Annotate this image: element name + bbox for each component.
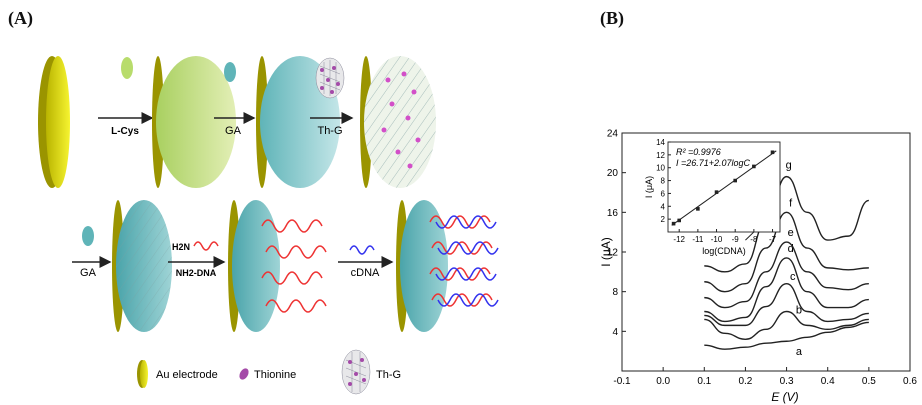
- nh2-dna-step: H2N NH2-DNA: [168, 241, 226, 278]
- inset-data-point: [696, 207, 700, 211]
- series-label-b: b: [796, 304, 802, 316]
- inset-data-point: [714, 190, 719, 194]
- series-curve-e: [704, 241, 869, 309]
- ga-molecule-icon: [224, 62, 236, 82]
- step-label: GA: [225, 125, 242, 137]
- inset-x-tick-label: -7: [769, 235, 777, 244]
- y-tick-label: 20: [607, 168, 619, 179]
- series-curve-g: [704, 175, 870, 273]
- inset-x-tick-label: -9: [732, 235, 740, 244]
- th-g-nanocomposite-icon: [315, 57, 345, 99]
- series-label-a: a: [796, 346, 803, 358]
- x-tick-label: 0.5: [862, 376, 876, 387]
- series-curve-b: [704, 310, 869, 340]
- inset-x-tick-label: -12: [673, 235, 685, 244]
- ga-step: GA: [214, 62, 256, 137]
- inset-r2-annotation: R² =0.9976: [676, 147, 721, 157]
- cdna-step: cDNA: [338, 245, 394, 279]
- series-label-e: e: [788, 227, 794, 239]
- inset-y-axis-label: I (μA): [644, 176, 654, 198]
- th-g-electrode-row2: [112, 200, 172, 332]
- electrode-fabrication-scheme: L-Cys GA Th-G: [38, 56, 499, 395]
- curves: a b c de f g: [704, 160, 870, 358]
- x-tick-label: 0.4: [821, 376, 835, 387]
- bare-au-electrode: [38, 56, 70, 188]
- scheme-legend: Au electrode Thionine Th-G: [137, 349, 401, 395]
- legend-label: Au electrode: [156, 369, 218, 381]
- inset-y-tick-label: 14: [656, 138, 665, 147]
- target-dna-icon: [349, 245, 375, 255]
- series-curve-f: [704, 211, 869, 293]
- legend-th-g: Th-G: [341, 349, 401, 395]
- inset-data-point: [752, 164, 756, 169]
- y-axis-label: I (μA): [599, 237, 613, 267]
- series-label-d: d: [788, 243, 794, 255]
- step-label: Th-G: [317, 125, 342, 137]
- inset-equation-annotation: I =26.71+2.07logC: [676, 158, 751, 168]
- l-cys-molecule-icon: [121, 57, 133, 79]
- inset-data-point: [770, 150, 775, 155]
- hybridized-electrode: [396, 200, 499, 332]
- legend-label: Th-G: [376, 369, 401, 381]
- series-label-g: g: [786, 160, 792, 172]
- th-g-step: Th-G: [310, 57, 354, 137]
- inset-frame: [667, 141, 781, 233]
- y-tick-label: 12: [607, 248, 619, 259]
- series-label-c: c: [790, 271, 796, 283]
- legend-label: Thionine: [254, 369, 296, 381]
- series-curve-c: [704, 283, 869, 327]
- x-axis-label: E (V): [771, 390, 798, 404]
- x-tick-label: 0.2: [738, 376, 752, 387]
- y-tick-label: 16: [607, 208, 619, 219]
- l-cys-step: L-Cys: [98, 57, 154, 137]
- inset-y-tick-label: 2: [661, 215, 666, 224]
- x-tick-label: 0.0: [656, 376, 670, 387]
- x-tick-label: 0.3: [780, 376, 794, 387]
- y-tick-label: 8: [612, 287, 618, 298]
- inset-fit-line: [671, 150, 777, 226]
- step-label: NH2-DNA: [176, 268, 217, 278]
- y-tick-label: 24: [607, 129, 619, 140]
- inset-x-axis-label: log(CDNA): [702, 246, 746, 256]
- series-label-f: f: [789, 197, 793, 209]
- th-g-icon: [341, 349, 371, 395]
- probe-dna-icon: [193, 241, 219, 251]
- x-tick-label: 0.6: [903, 376, 917, 387]
- series-curve-a: [704, 321, 869, 350]
- inset-y-tick-label: 10: [656, 164, 665, 173]
- inset-x-tick-label: -8: [750, 235, 758, 244]
- step-label: GA: [80, 267, 97, 279]
- th-g-modified-electrode: [360, 56, 436, 188]
- inset-y-tick-label: 12: [656, 151, 665, 160]
- ga-step-row2: GA: [72, 226, 112, 279]
- inset-y-tick-label: 6: [661, 189, 666, 198]
- thionine-icon: [239, 368, 249, 380]
- x-tick-label: 0.1: [697, 376, 711, 387]
- inset-data-point: [677, 218, 681, 223]
- series-curve-d: [704, 257, 869, 323]
- legend-au-electrode: Au electrode: [137, 360, 218, 388]
- inset-data-point: [671, 221, 676, 226]
- h2n-label: H2N: [172, 242, 190, 252]
- step-label: cDNA: [351, 267, 380, 279]
- panel-a-label: (A): [8, 8, 33, 28]
- probe-dna-electrode: [228, 200, 327, 332]
- ga-molecule-icon: [82, 226, 94, 246]
- inset-data-point: [733, 178, 737, 183]
- inset-x-tick-label: -10: [711, 235, 723, 244]
- inset-x-tick-label: -11: [692, 235, 704, 244]
- inset-y-tick-label: 4: [661, 202, 666, 211]
- y-tick-label: 4: [612, 327, 618, 338]
- legend-thionine: Thionine: [239, 368, 296, 381]
- panel-b-label: (B): [600, 8, 624, 28]
- step-label: L-Cys: [111, 126, 139, 137]
- inset-y-tick-label: 8: [661, 177, 666, 186]
- l-cys-modified-electrode: [152, 56, 236, 188]
- x-tick-label: -0.1: [613, 376, 631, 387]
